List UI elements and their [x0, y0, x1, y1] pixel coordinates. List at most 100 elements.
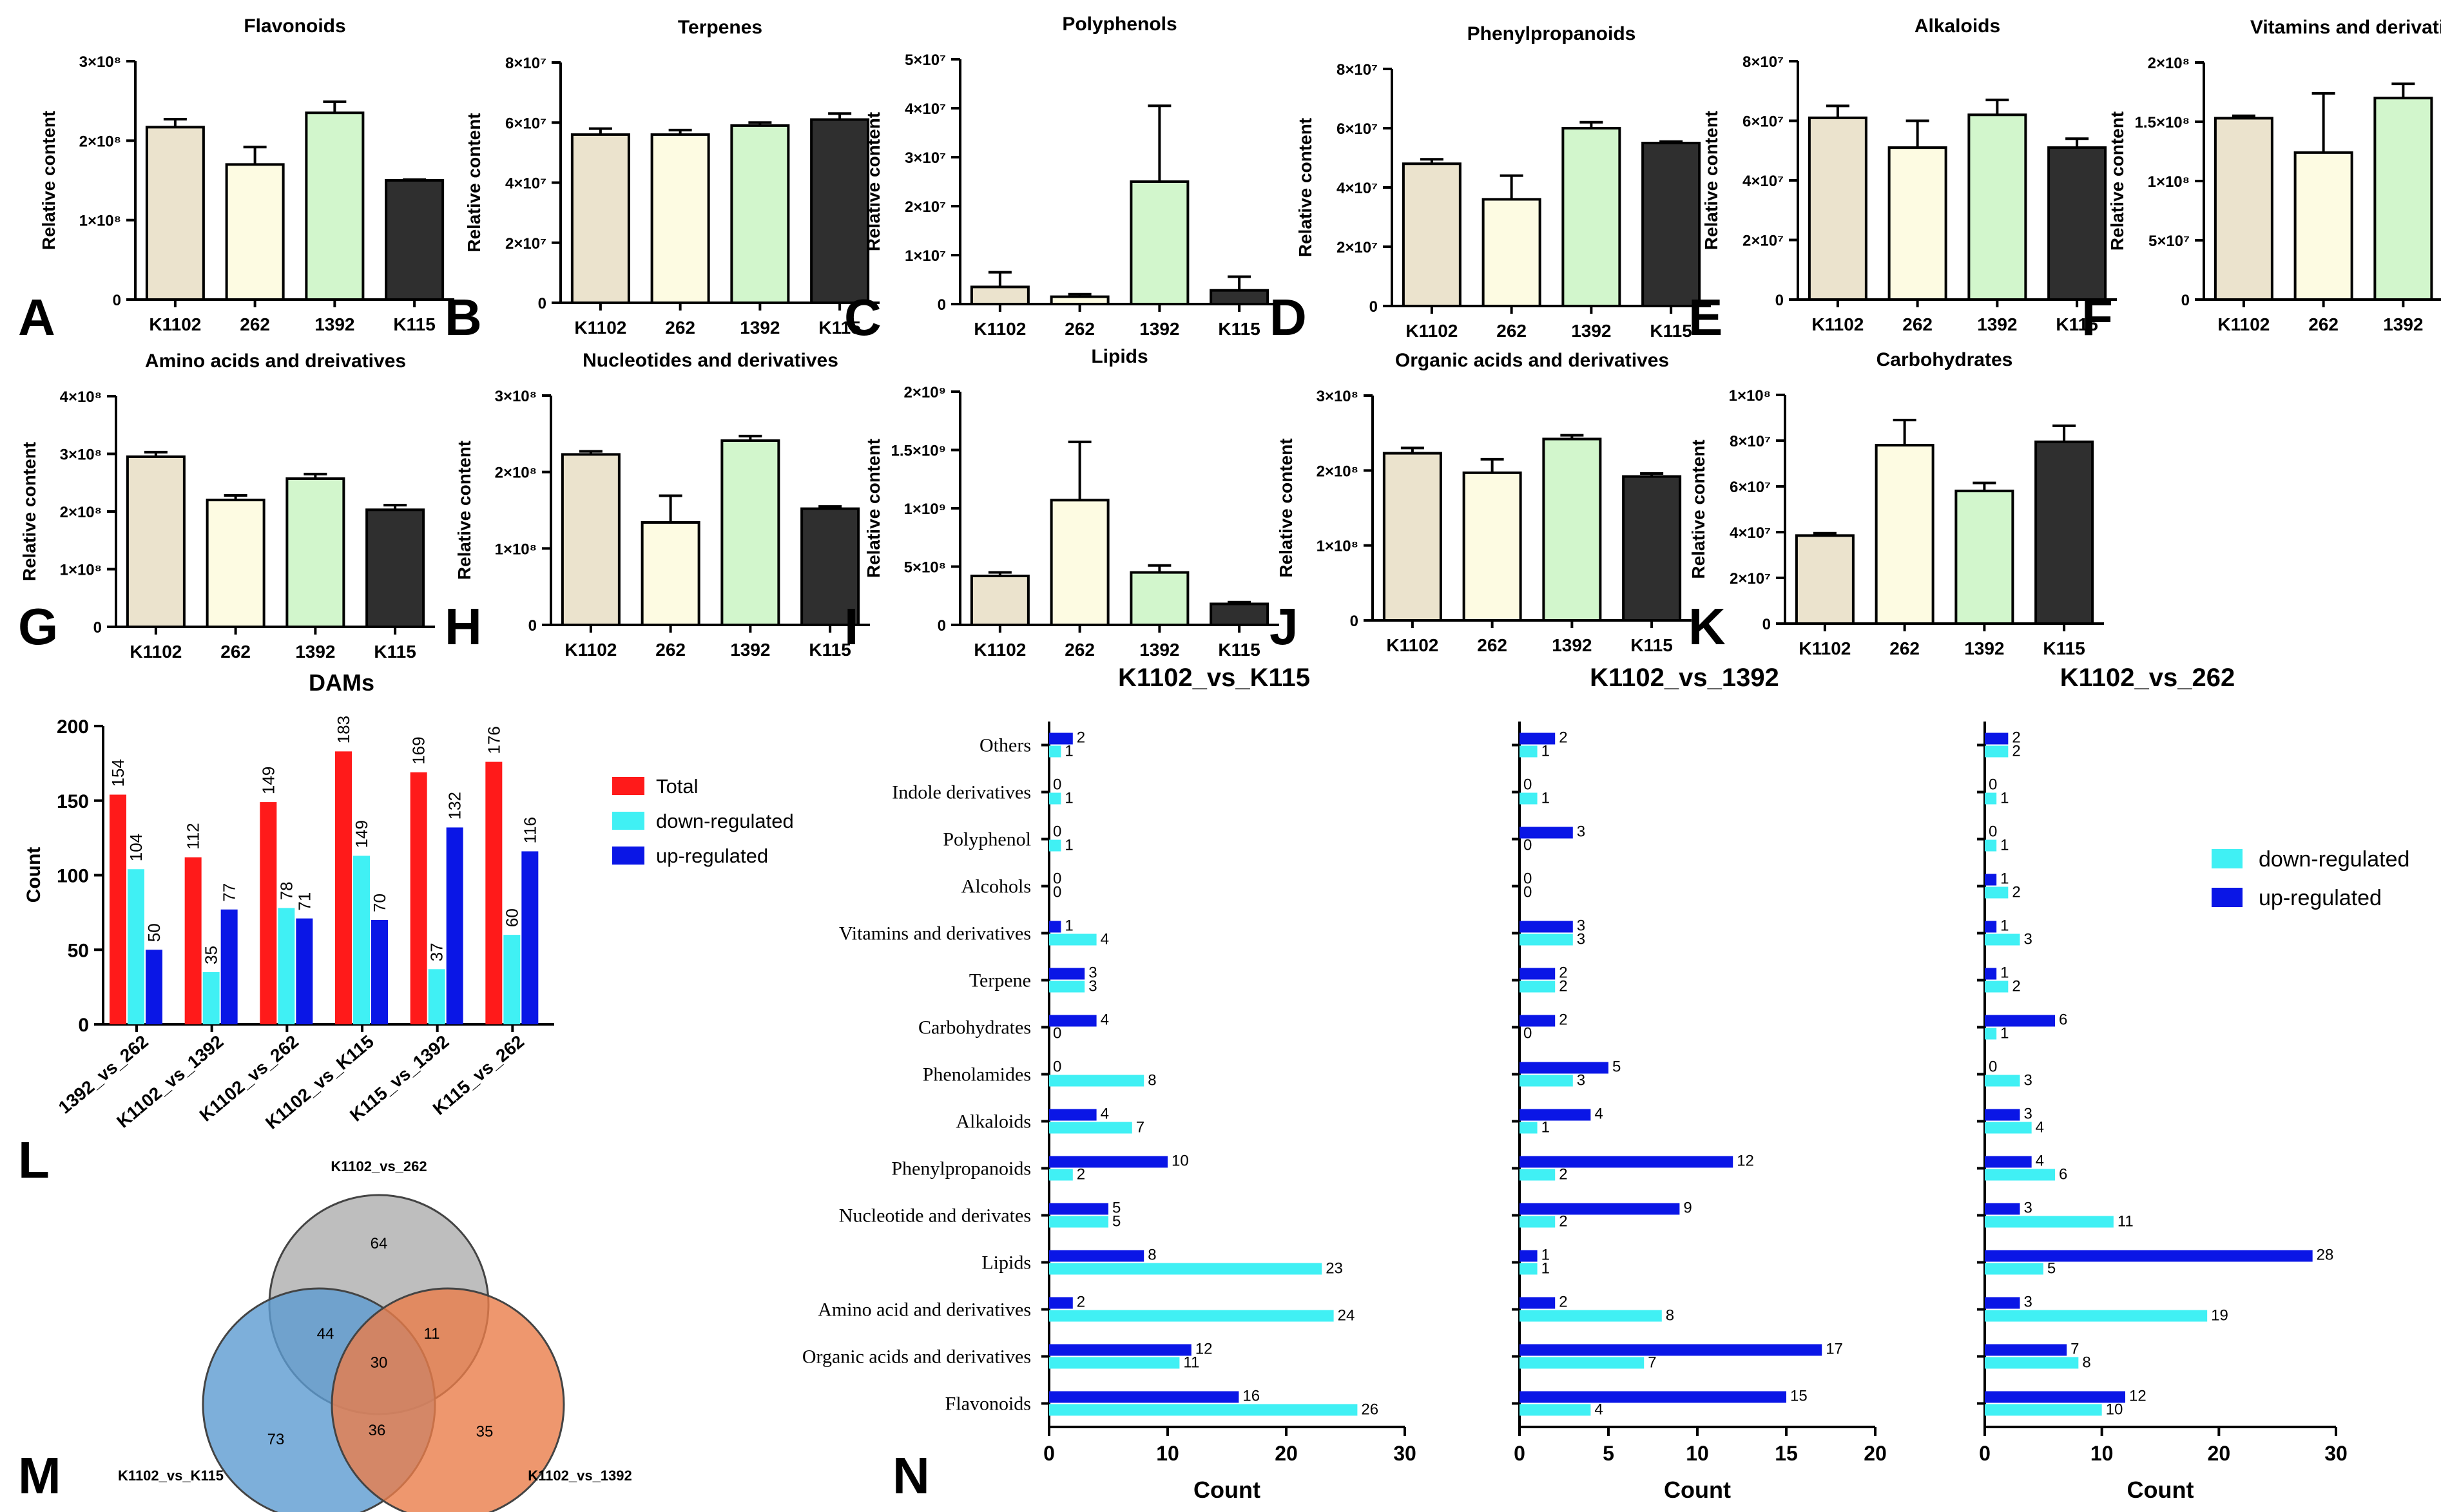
- data-label: 1: [2000, 1025, 2009, 1042]
- x-tick-label: 1392: [2383, 314, 2423, 334]
- bar-down-regulated: [1520, 1122, 1538, 1134]
- y-axis-label: Relative content: [864, 112, 883, 251]
- data-label: 2: [1559, 729, 1567, 747]
- bar-k115: [365, 508, 425, 628]
- bar-262: [650, 133, 710, 304]
- x-tick-label: 262: [1496, 321, 1527, 341]
- x-tick-label: K1102: [1811, 314, 1864, 334]
- bar-up-regulated: [1049, 1109, 1097, 1121]
- panel-a: Flavonoids Relative content 0 1×10⁸ 2×10⁸ 3×1…: [18, 15, 454, 346]
- category-label: Phenylpropanoids: [891, 1158, 1031, 1180]
- category-label: Flavonoids: [945, 1393, 1031, 1415]
- x-axis-label: Count: [1193, 1477, 1260, 1503]
- data-label: 8: [1148, 1072, 1156, 1089]
- data-label: 132: [445, 792, 465, 819]
- data-label: 50: [144, 923, 164, 942]
- bar-k1102: [1795, 534, 1855, 626]
- x-tick-label: K1102: [564, 640, 617, 660]
- data-label: 10: [1172, 1153, 1189, 1170]
- data-label: 0: [1053, 884, 1061, 901]
- data-label: 24: [1338, 1307, 1355, 1325]
- bar-down-regulated: [1985, 1122, 2032, 1134]
- data-label: 0: [1989, 776, 1997, 794]
- data-label: 12: [1737, 1153, 1754, 1170]
- y-tick-label: 0: [1369, 298, 1378, 316]
- data-label: 2: [1559, 964, 1567, 982]
- data-label: 2: [2012, 884, 2020, 901]
- data-label: 3: [1577, 823, 1585, 841]
- data-label: 0: [1053, 776, 1061, 794]
- x-tick-label: 1392: [1552, 635, 1592, 655]
- bar-1392: [720, 439, 780, 626]
- data-label: 0: [1989, 823, 1997, 841]
- y-tick-label: 4×10⁷: [905, 100, 946, 118]
- panel-letter: D: [1269, 289, 1307, 346]
- bar-k1102: [1808, 116, 1867, 301]
- data-label: 3: [2024, 931, 2032, 948]
- bar-up-regulated: [1520, 1203, 1680, 1215]
- data-label: 60: [502, 908, 521, 927]
- y-tick-label: 1×10⁸: [60, 562, 102, 579]
- venn-count: 64: [371, 1235, 388, 1252]
- x-tick-label: K115: [818, 318, 860, 338]
- x-tick-label: 262: [2308, 314, 2339, 334]
- panel-title: DAMs: [309, 669, 374, 696]
- x-tick-label: 262: [655, 640, 686, 660]
- bar-down-regulated: [1520, 1169, 1556, 1181]
- panel-b: Terpenes Relative content 0 2×10⁷ 4×10⁷ 6×10⁷…: [445, 17, 880, 346]
- bar-down-regulated: [1049, 1216, 1108, 1228]
- panel-letter: I: [844, 598, 858, 655]
- y-tick-label: 4×10⁷: [505, 175, 546, 193]
- data-label: 23: [1326, 1260, 1343, 1278]
- bar-down-regulated: [1520, 1357, 1645, 1369]
- y-tick-label: 4×10⁷: [1742, 173, 1784, 190]
- bar-k1102: [2214, 117, 2273, 301]
- data-label: 19: [2211, 1307, 2228, 1325]
- data-label: 10: [2106, 1401, 2123, 1419]
- category-label: Alkaloids: [956, 1111, 1031, 1133]
- venn-count: 30: [371, 1354, 388, 1372]
- data-label: 12: [2129, 1388, 2147, 1405]
- bar-down-regulated: [1049, 1404, 1358, 1416]
- data-label: 1: [2000, 964, 2009, 982]
- legend-label: up-regulated: [656, 845, 768, 867]
- subpanel-title: K1102_vs_K115: [1118, 664, 1310, 692]
- legend-swatch: [612, 777, 644, 795]
- panel-l: DAMsCount050100150200154104501392_vs_262…: [18, 669, 794, 1189]
- legend-swatch: [2212, 849, 2243, 868]
- venn-count: 35: [476, 1423, 494, 1440]
- panel-m: K1102_vs_262 K1102_vs_K115 K1102_vs_1392 64…: [18, 1158, 632, 1512]
- x-tick-label: K115: [393, 314, 435, 334]
- data-label: 3: [2024, 1200, 2032, 1217]
- bar-up-regulated: [1520, 1156, 1733, 1168]
- bar-down-regulated: [1520, 1075, 1573, 1087]
- y-tick-label: 0: [1775, 292, 1784, 309]
- y-tick-label: 2×10⁹: [904, 384, 946, 401]
- x-tick-label: 262: [1065, 640, 1095, 660]
- bar-total: [184, 857, 202, 1024]
- y-axis-label: Relative content: [454, 441, 474, 580]
- bar-down-regulated: [1520, 981, 1556, 993]
- bar-down-regulated: [1985, 886, 2009, 899]
- y-axis-label: Relative content: [1688, 439, 1708, 579]
- bar-up-regulated: [1520, 1250, 1538, 1262]
- bar-down-regulated: [1520, 1263, 1538, 1275]
- bar-up-regulated: [1985, 1250, 2313, 1262]
- data-label: 4: [2036, 1119, 2044, 1136]
- x-tick-label: 1392: [730, 640, 770, 660]
- bar-up-regulated: [1049, 1015, 1097, 1027]
- data-label: 37: [427, 943, 447, 961]
- venn-set-label: K1102_vs_K115: [118, 1468, 224, 1484]
- y-tick-label: 2×10⁷: [1336, 239, 1378, 256]
- bar-1392: [1954, 490, 2014, 625]
- panel-j: Organic acids and derivatives Relative co…: [1269, 350, 1692, 655]
- panel-f: Vitamins and derivatives Relative content…: [2081, 17, 2441, 346]
- bar-down-regulated: [503, 935, 521, 1024]
- venn-count: 11: [424, 1325, 440, 1343]
- category-label: Lipids: [981, 1252, 1031, 1274]
- y-axis-label: Count: [23, 847, 44, 903]
- data-label: 8: [1148, 1247, 1156, 1264]
